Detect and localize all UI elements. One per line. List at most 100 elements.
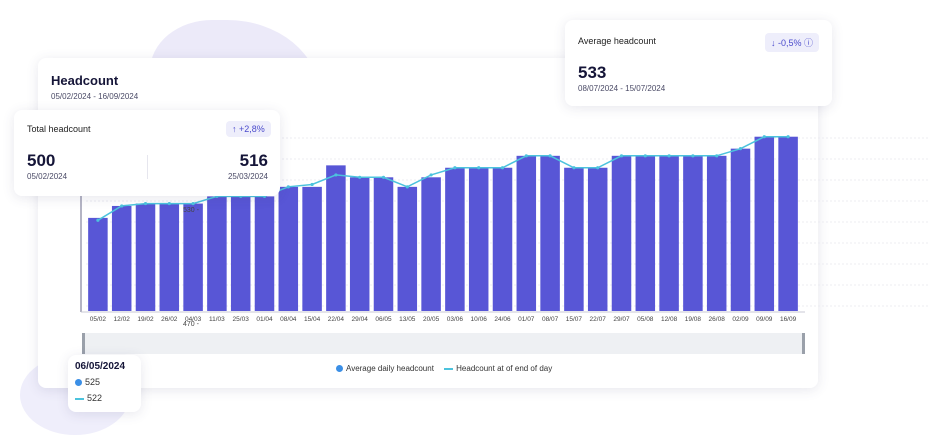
x-tick-label: 26/02 (161, 316, 178, 323)
data-point[interactable] (596, 166, 600, 170)
data-point[interactable] (358, 175, 362, 179)
x-tick-label: 06/05 (375, 316, 392, 323)
data-point[interactable] (500, 166, 505, 170)
data-point[interactable] (429, 173, 433, 177)
data-point[interactable] (572, 166, 576, 170)
bar[interactable] (706, 155, 727, 311)
x-tick-label: 05/02 (90, 316, 107, 323)
data-point[interactable] (548, 154, 552, 158)
data-point[interactable] (453, 166, 457, 170)
data-point[interactable] (310, 182, 314, 187)
bar[interactable] (730, 148, 751, 311)
tooltip-avg-row: 525 (75, 377, 100, 387)
x-tick-label: 20/05 (423, 316, 440, 323)
bar[interactable] (111, 205, 132, 311)
x-tick-label: 22/04 (328, 316, 345, 323)
data-point[interactable] (381, 175, 386, 179)
bar[interactable] (564, 167, 584, 311)
card-date-range: 05/02/2024 - 16/09/2024 (51, 92, 139, 101)
data-point[interactable] (477, 166, 481, 170)
bar[interactable] (254, 196, 275, 311)
data-point[interactable] (286, 185, 290, 189)
bar[interactable] (159, 203, 180, 311)
x-tick-label: 02/09 (732, 316, 749, 323)
x-tick-label: 08/07 (542, 316, 559, 323)
data-point[interactable] (191, 201, 195, 206)
x-tick-label: 09/09 (756, 316, 773, 323)
bar[interactable] (445, 167, 465, 311)
start-date: 05/02/2024 (27, 172, 68, 181)
x-tick-label: 19/02 (137, 316, 154, 323)
end-value: 516 (239, 151, 268, 170)
x-tick-label: 01/07 (518, 316, 535, 323)
data-point[interactable] (120, 204, 124, 208)
total-headcount-title: Total headcount (27, 124, 91, 134)
x-tick-label: 24/06 (494, 316, 511, 323)
bar[interactable] (88, 217, 108, 311)
x-tick-label: 08/04 (280, 316, 297, 323)
tooltip-end-row: 522 (75, 393, 102, 403)
bar[interactable] (540, 155, 560, 311)
range-handle-right[interactable] (802, 333, 805, 354)
data-point[interactable] (143, 201, 148, 206)
range-handle-left[interactable] (82, 333, 85, 354)
data-point[interactable] (715, 154, 719, 158)
bar[interactable] (468, 167, 489, 311)
tooltip-date: 06/05/2024 (75, 361, 126, 372)
bar[interactable] (278, 186, 299, 311)
x-tick-label: 01/04 (256, 316, 273, 323)
total-headcount-card: Total headcount ↑ +2,8% 500 05/02/2024 5… (14, 110, 280, 196)
x-tick-label: 03/06 (447, 316, 464, 323)
line-icon (75, 397, 84, 400)
legend-item-end[interactable]: Headcount at of end of day (444, 364, 552, 373)
x-tick-label: 15/07 (566, 316, 583, 323)
data-point[interactable] (524, 154, 528, 158)
divider (147, 155, 148, 179)
end-date: 25/03/2024 (227, 172, 268, 181)
card-title: Headcount (51, 73, 119, 88)
bar[interactable] (373, 177, 394, 311)
bar[interactable] (492, 167, 513, 311)
bar[interactable] (611, 155, 632, 311)
x-tick-label: 26/08 (709, 316, 726, 323)
bar[interactable] (587, 167, 608, 311)
x-tick-label: 12/08 (661, 316, 678, 323)
data-point[interactable] (667, 154, 671, 158)
bar[interactable] (635, 155, 656, 311)
data-point[interactable] (619, 154, 624, 158)
bar[interactable] (421, 177, 441, 311)
x-tick-label: 12/02 (114, 316, 131, 323)
chart-tooltip: 06/05/2024 525 522 (68, 355, 141, 412)
average-value: 533 (578, 63, 607, 82)
data-point[interactable] (691, 154, 695, 158)
data-point[interactable] (96, 218, 100, 222)
data-point[interactable] (405, 185, 409, 189)
bar[interactable] (230, 196, 251, 311)
y-tick-label: 530 - (183, 207, 200, 214)
legend-item-avg[interactable]: Average daily headcount (336, 364, 434, 373)
bar[interactable] (135, 203, 156, 311)
dot-icon (336, 365, 343, 373)
bar[interactable] (302, 186, 322, 311)
data-point[interactable] (643, 154, 647, 158)
data-point[interactable] (786, 135, 790, 139)
data-point[interactable] (334, 173, 338, 177)
data-point[interactable] (738, 147, 743, 151)
bar[interactable] (754, 136, 775, 311)
bar[interactable] (683, 155, 703, 311)
bar[interactable] (207, 196, 227, 311)
bar[interactable] (516, 155, 537, 311)
bar[interactable] (778, 136, 798, 311)
bar[interactable] (183, 203, 203, 311)
bar[interactable] (397, 186, 418, 311)
dot-icon (75, 379, 82, 387)
range-scrollbar[interactable] (82, 333, 805, 354)
data-point[interactable] (167, 201, 171, 206)
x-tick-label: 16/09 (780, 316, 797, 323)
x-tick-label: 13/05 (399, 316, 416, 323)
bar[interactable] (349, 177, 370, 311)
bar[interactable] (326, 165, 346, 311)
start-value: 500 (27, 151, 56, 170)
data-point[interactable] (762, 135, 766, 139)
bar[interactable] (659, 155, 679, 311)
